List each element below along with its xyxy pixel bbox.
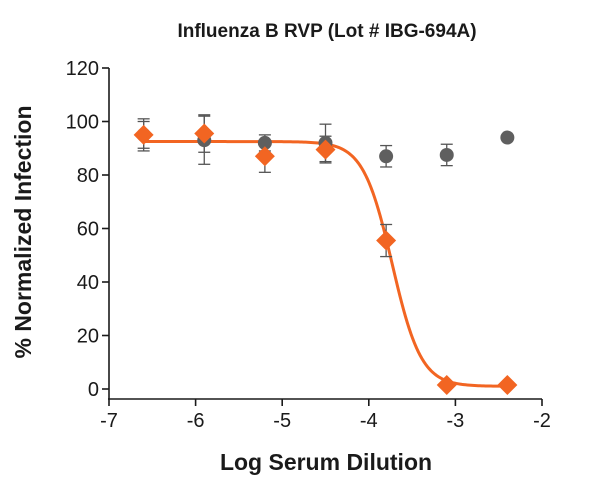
fit-curve: [143, 140, 508, 388]
data-points: [133, 123, 518, 395]
y-axis-label: % Normalized Infection: [10, 105, 36, 358]
x-tick-label: -6: [187, 410, 205, 432]
y-tick-label: 100: [66, 112, 99, 134]
diamond-point: [436, 374, 457, 395]
diamond-point: [194, 123, 215, 144]
x-tick-label: -2: [533, 410, 551, 432]
x-axis-label: Log Serum Dilution: [220, 449, 432, 475]
diamond-point: [315, 139, 336, 160]
x-tick-label: -7: [100, 410, 118, 432]
y-tick-label: 40: [77, 272, 99, 294]
x-tick-label: -5: [273, 410, 291, 432]
circle-point: [257, 135, 272, 150]
y-tick-label: 60: [77, 219, 99, 241]
ticks: 0 20 40 60 80 100 120 -7 -6 -5 -4 -3 -2: [66, 58, 551, 432]
y-tick-label: 0: [88, 379, 99, 401]
chart-title: Influenza B RVP (Lot # IBG-694A): [177, 21, 476, 42]
axes: [108, 68, 542, 400]
diamond-point: [376, 230, 397, 251]
circle-point: [500, 130, 515, 145]
error-bars: [137, 114, 453, 258]
y-tick-label: 120: [66, 58, 99, 80]
diamond-point: [254, 146, 275, 167]
circle-point: [439, 147, 454, 162]
diamond-point: [133, 124, 154, 145]
diamond-point: [497, 374, 518, 395]
y-tick-label: 20: [77, 326, 99, 348]
x-tick-label: -3: [447, 410, 465, 432]
circle-point: [379, 149, 394, 164]
x-tick-label: -4: [360, 410, 378, 432]
y-tick-label: 80: [77, 165, 99, 187]
fit-curves: [143, 140, 508, 388]
